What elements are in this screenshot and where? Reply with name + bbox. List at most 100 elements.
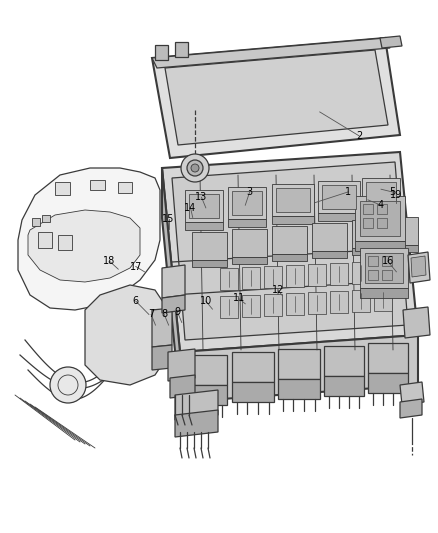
Polygon shape (360, 201, 400, 236)
Polygon shape (382, 270, 392, 280)
Circle shape (181, 154, 209, 182)
Polygon shape (363, 204, 373, 214)
Polygon shape (330, 291, 348, 313)
Polygon shape (152, 38, 390, 68)
Polygon shape (312, 251, 347, 258)
Polygon shape (242, 267, 260, 289)
Polygon shape (411, 256, 426, 277)
Polygon shape (400, 382, 424, 405)
Text: 7: 7 (148, 310, 154, 319)
Polygon shape (368, 343, 408, 373)
Polygon shape (220, 268, 238, 290)
Text: 11: 11 (233, 294, 245, 303)
Text: 9: 9 (174, 307, 180, 317)
Polygon shape (322, 185, 356, 209)
Polygon shape (324, 376, 364, 396)
Polygon shape (352, 290, 370, 312)
Polygon shape (368, 373, 408, 393)
Text: 14: 14 (184, 203, 197, 213)
Polygon shape (38, 232, 52, 248)
Polygon shape (377, 204, 387, 214)
Text: 13: 13 (195, 192, 208, 202)
Text: 1: 1 (345, 187, 351, 197)
Polygon shape (382, 256, 392, 266)
Polygon shape (278, 349, 320, 379)
Polygon shape (242, 295, 260, 317)
Polygon shape (355, 196, 405, 241)
Polygon shape (368, 270, 378, 280)
Polygon shape (55, 182, 70, 195)
Polygon shape (390, 217, 418, 245)
Polygon shape (152, 308, 172, 347)
Polygon shape (232, 382, 274, 402)
Polygon shape (318, 181, 360, 213)
Polygon shape (165, 50, 388, 145)
Polygon shape (168, 349, 195, 381)
Polygon shape (400, 399, 422, 418)
Text: 3: 3 (247, 187, 253, 197)
Polygon shape (185, 222, 223, 230)
Polygon shape (318, 213, 360, 221)
Polygon shape (162, 265, 185, 298)
Text: 2: 2 (356, 131, 362, 141)
Polygon shape (232, 229, 267, 257)
Polygon shape (189, 194, 219, 218)
Polygon shape (403, 307, 430, 338)
Polygon shape (28, 210, 140, 282)
Polygon shape (360, 288, 408, 298)
Polygon shape (192, 232, 227, 260)
Polygon shape (228, 219, 266, 227)
Polygon shape (232, 352, 274, 382)
Polygon shape (330, 263, 348, 285)
Polygon shape (175, 42, 188, 57)
Polygon shape (232, 191, 262, 215)
Circle shape (187, 160, 203, 176)
Polygon shape (308, 292, 326, 314)
Polygon shape (228, 187, 266, 219)
Polygon shape (308, 264, 326, 286)
Text: 8: 8 (161, 310, 167, 319)
Circle shape (50, 367, 86, 403)
Polygon shape (360, 248, 408, 288)
Polygon shape (152, 38, 400, 158)
Polygon shape (180, 335, 418, 402)
Polygon shape (185, 190, 223, 222)
Polygon shape (352, 262, 370, 284)
Polygon shape (374, 261, 392, 283)
Polygon shape (286, 293, 304, 315)
Polygon shape (390, 245, 418, 252)
Polygon shape (162, 152, 418, 352)
Polygon shape (90, 180, 105, 190)
Polygon shape (278, 379, 320, 399)
Polygon shape (272, 226, 307, 254)
Polygon shape (232, 257, 267, 264)
Text: 15: 15 (162, 214, 175, 223)
Text: 16: 16 (381, 256, 394, 266)
Polygon shape (162, 295, 185, 313)
Polygon shape (152, 345, 172, 370)
Polygon shape (18, 168, 160, 310)
Polygon shape (185, 355, 227, 385)
Polygon shape (363, 218, 373, 228)
Polygon shape (85, 285, 165, 385)
Polygon shape (276, 188, 310, 212)
Text: 18: 18 (103, 256, 116, 266)
Polygon shape (272, 184, 314, 216)
Polygon shape (362, 178, 400, 210)
Polygon shape (352, 220, 387, 248)
Polygon shape (58, 235, 72, 250)
Polygon shape (32, 218, 40, 226)
Polygon shape (155, 45, 168, 60)
Polygon shape (366, 182, 396, 206)
Polygon shape (355, 241, 405, 251)
Text: 12: 12 (272, 286, 284, 295)
Polygon shape (185, 385, 227, 405)
Polygon shape (377, 218, 387, 228)
Polygon shape (272, 216, 314, 224)
Circle shape (191, 164, 199, 172)
Polygon shape (362, 210, 400, 218)
Polygon shape (368, 256, 378, 266)
Polygon shape (374, 289, 392, 311)
Polygon shape (175, 410, 218, 437)
Text: 4: 4 (378, 200, 384, 210)
